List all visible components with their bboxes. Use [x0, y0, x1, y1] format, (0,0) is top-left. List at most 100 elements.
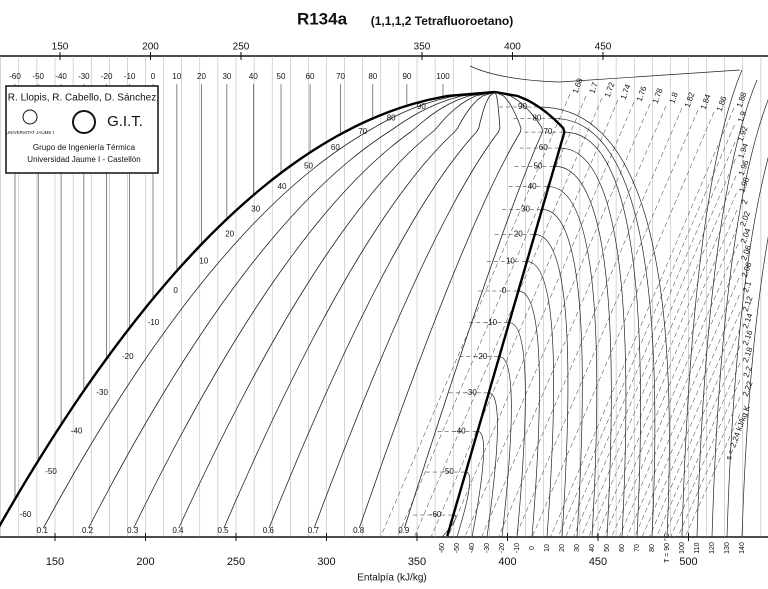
- bottom-isotherm-label: 20: [559, 544, 566, 552]
- temperature-tick-label: -60: [9, 72, 21, 81]
- quality-line: [43, 91, 496, 529]
- critical-isotherm: [469, 65, 741, 83]
- bottom-tick-label: 400: [498, 556, 516, 568]
- vapor-temperature-label: 70: [543, 127, 552, 136]
- temperature-tick-label: 10: [172, 72, 181, 81]
- vapor-temperature-label: -20: [476, 352, 488, 361]
- bottom-tick-label: 150: [46, 556, 64, 568]
- top-tick-label: 350: [414, 42, 431, 53]
- top-tick-label: 200: [142, 42, 159, 53]
- temperature-tick-label: -20: [101, 72, 113, 81]
- bottom-isotherm-label: 40: [589, 544, 596, 552]
- entropy-label: 2.04: [739, 226, 753, 244]
- entropy-line: [573, 158, 736, 537]
- entropy-label: 1.7: [588, 81, 600, 95]
- entropy-label: 1.72: [603, 80, 617, 98]
- bottom-isotherm-label: 110: [694, 542, 701, 553]
- entropy-label: 1.68: [571, 76, 585, 94]
- liquid-temperature-label: 30: [251, 205, 260, 214]
- temperature-tick-label: 70: [336, 72, 345, 81]
- superheat-isotherm: [486, 392, 498, 537]
- vapor-temperature-label: 20: [514, 229, 523, 238]
- entropy-line: [580, 175, 737, 537]
- bottom-isotherm-label: -30: [484, 543, 491, 553]
- bottom-isotherm-label: T = 90 °C: [663, 533, 671, 563]
- liquid-temperature-label: 40: [278, 182, 287, 191]
- entropy-label: 1.84: [699, 92, 713, 110]
- temperature-tick-label: 40: [249, 72, 258, 81]
- institution: Universidad Jaume I - Castellón: [27, 155, 140, 164]
- superheat-isotherm: [681, 69, 743, 537]
- vapor-temperature-label: -60: [430, 510, 442, 519]
- vapor-temperature-label: 30: [521, 205, 530, 214]
- quality-label: 0.2: [82, 526, 94, 535]
- liquid-temperature-label: 90: [417, 102, 426, 111]
- liquid-temperature-label: -20: [122, 352, 134, 361]
- entropy-line: [430, 99, 619, 537]
- entropy-label: 2.06: [739, 243, 753, 261]
- bottom-isotherm-label: 60: [619, 544, 626, 552]
- authors: R. Llopis, R. Cabello, D. Sánchez: [8, 93, 156, 104]
- superheat-isotherm: [711, 99, 768, 537]
- superheat-isotherm: [741, 236, 768, 537]
- liquid-temperature-label: -50: [45, 467, 57, 476]
- bottom-isotherm-label: -40: [469, 543, 476, 553]
- vapor-temperature-label: -40: [454, 426, 466, 435]
- vapor-temperature-label: 50: [534, 161, 543, 170]
- temperature-tick-label: -30: [78, 72, 90, 81]
- vapor-temperature-label: -50: [442, 467, 454, 476]
- entropy-line: [649, 328, 741, 537]
- vapor-temperature-label: 10: [506, 257, 515, 266]
- entropy-label: 1.88: [735, 90, 749, 108]
- quality-line: [313, 91, 501, 529]
- quality-line: [358, 91, 522, 529]
- entropy-label: 2.02: [738, 209, 752, 227]
- entropy-label: 1.94: [736, 141, 750, 159]
- bottom-tick-label: 500: [679, 556, 697, 568]
- bottom-isotherm-label: 10: [544, 544, 551, 552]
- bottom-isotherm-label: 50: [604, 544, 611, 552]
- quality-line: [223, 91, 496, 529]
- x-axis-label: Entalpía (kJ/kg): [357, 573, 426, 584]
- superheat-isotherm: [696, 79, 758, 537]
- quality-line: [268, 91, 496, 529]
- entropy-label: 1.9: [736, 110, 748, 124]
- logo: G.I.T.: [107, 113, 143, 130]
- bottom-tick-label: 450: [589, 556, 607, 568]
- superheat-isotherm: [548, 186, 598, 537]
- group-icon: [72, 110, 96, 134]
- temperature-tick-label: 90: [402, 72, 411, 81]
- quality-label: 0.4: [172, 526, 184, 535]
- bottom-isotherm-label: 130: [724, 542, 731, 554]
- superheat-isotherm: [553, 118, 656, 537]
- temperature-tick-label: -10: [124, 72, 136, 81]
- superheat-isotherm: [726, 156, 768, 537]
- superheat-isotherm: [534, 233, 569, 537]
- superheat-isotherm: [554, 165, 612, 537]
- vapor-temperature-label: 60: [539, 143, 548, 152]
- liquid-temperature-label: -60: [20, 510, 32, 519]
- title: R134a: [297, 9, 348, 28]
- superheat-isotherm: [456, 471, 471, 537]
- quality-label: 0.7: [308, 526, 320, 535]
- liquid-temperature-label: 80: [387, 114, 396, 123]
- quality-label: 0.8: [353, 526, 365, 535]
- vapor-temperature-label: -10: [486, 318, 498, 327]
- entropy-line: [550, 107, 735, 537]
- temperature-tick-label: 30: [222, 72, 231, 81]
- liquid-temperature-label: 0: [173, 286, 178, 295]
- superheat-isotherm: [541, 209, 583, 537]
- vapor-temperature-label: 40: [528, 182, 537, 191]
- entropy-line: [380, 93, 571, 537]
- bottom-isotherm-label: -20: [499, 543, 506, 553]
- subtitle: (1,1,1,2 Tetrafluoroetano): [371, 14, 513, 28]
- temperature-tick-label: 50: [277, 72, 286, 81]
- entropy-line: [677, 396, 741, 537]
- entropy-line: [611, 243, 739, 537]
- saturated-liquid-line: [0, 90, 496, 528]
- bottom-tick-label: 350: [408, 556, 426, 568]
- liquid-temperature-label: -10: [148, 318, 160, 327]
- top-tick-label: 250: [233, 42, 250, 53]
- entropy-line: [641, 311, 741, 537]
